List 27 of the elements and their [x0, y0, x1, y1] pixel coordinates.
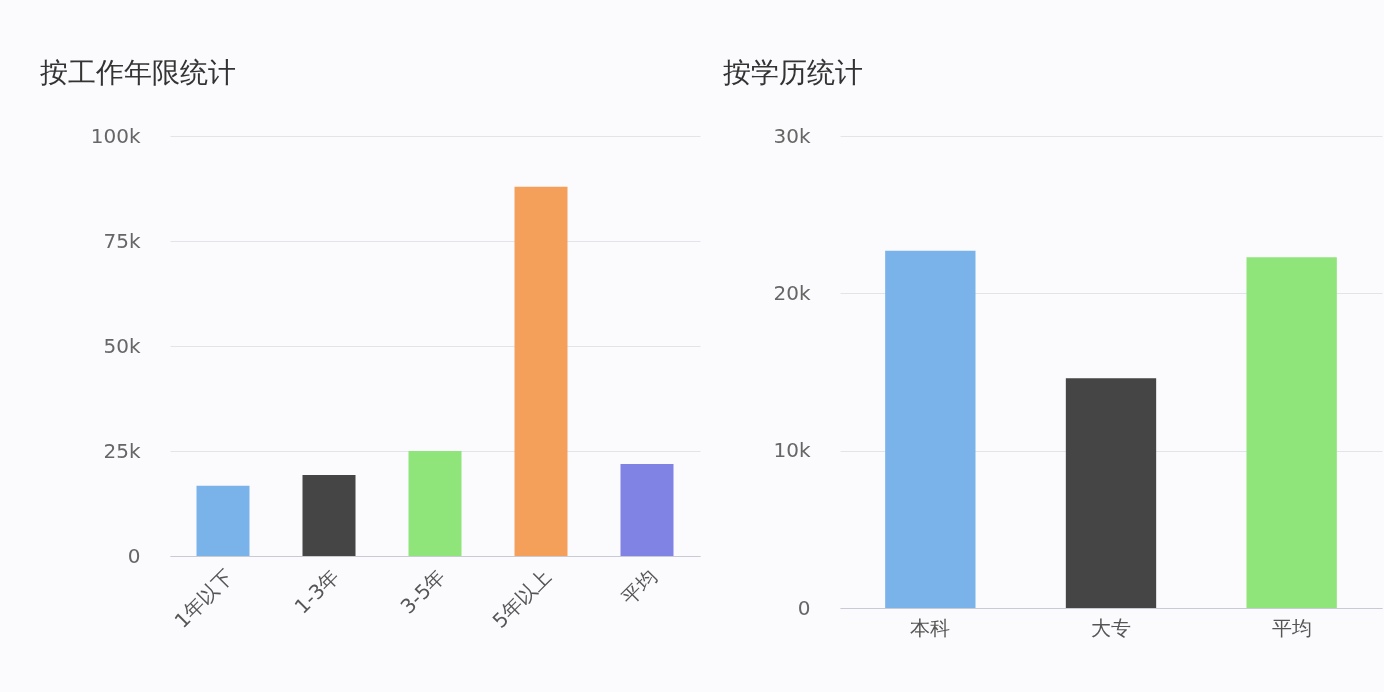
- x-tick-label: 1-3年: [289, 564, 344, 619]
- y-tick-label: 0: [127, 543, 141, 568]
- chart-title: 按学历统计: [722, 56, 863, 89]
- x-tick-label: 5年以上: [487, 564, 556, 633]
- y-tick-label: 30k: [773, 123, 811, 148]
- bar: [1246, 257, 1337, 608]
- y-tick-label: 10k: [773, 438, 811, 463]
- bar: [196, 485, 250, 556]
- x-tick-label: 大专: [1091, 615, 1131, 640]
- y-tick-label: 75k: [103, 228, 141, 253]
- bar: [1065, 378, 1157, 608]
- x-tick-label: 1年以下: [169, 564, 238, 633]
- chart-title: 按工作年限统计: [40, 56, 237, 89]
- bar: [514, 186, 568, 556]
- bar: [302, 474, 356, 556]
- y-tick-label: 50k: [103, 333, 141, 358]
- bar: [620, 464, 674, 556]
- y-tick-label: 0: [797, 595, 811, 620]
- x-tick-label: 平均: [1271, 615, 1312, 640]
- y-tick-label: 20k: [773, 280, 811, 305]
- x-tick-label: 本科: [910, 615, 951, 640]
- y-tick-label: 100k: [90, 123, 141, 148]
- x-tick-label: 平均: [616, 564, 662, 610]
- bar: [408, 451, 462, 556]
- x-tick-label: 3-5年: [395, 564, 450, 619]
- bar: [885, 250, 976, 608]
- y-tick-label: 25k: [103, 438, 141, 463]
